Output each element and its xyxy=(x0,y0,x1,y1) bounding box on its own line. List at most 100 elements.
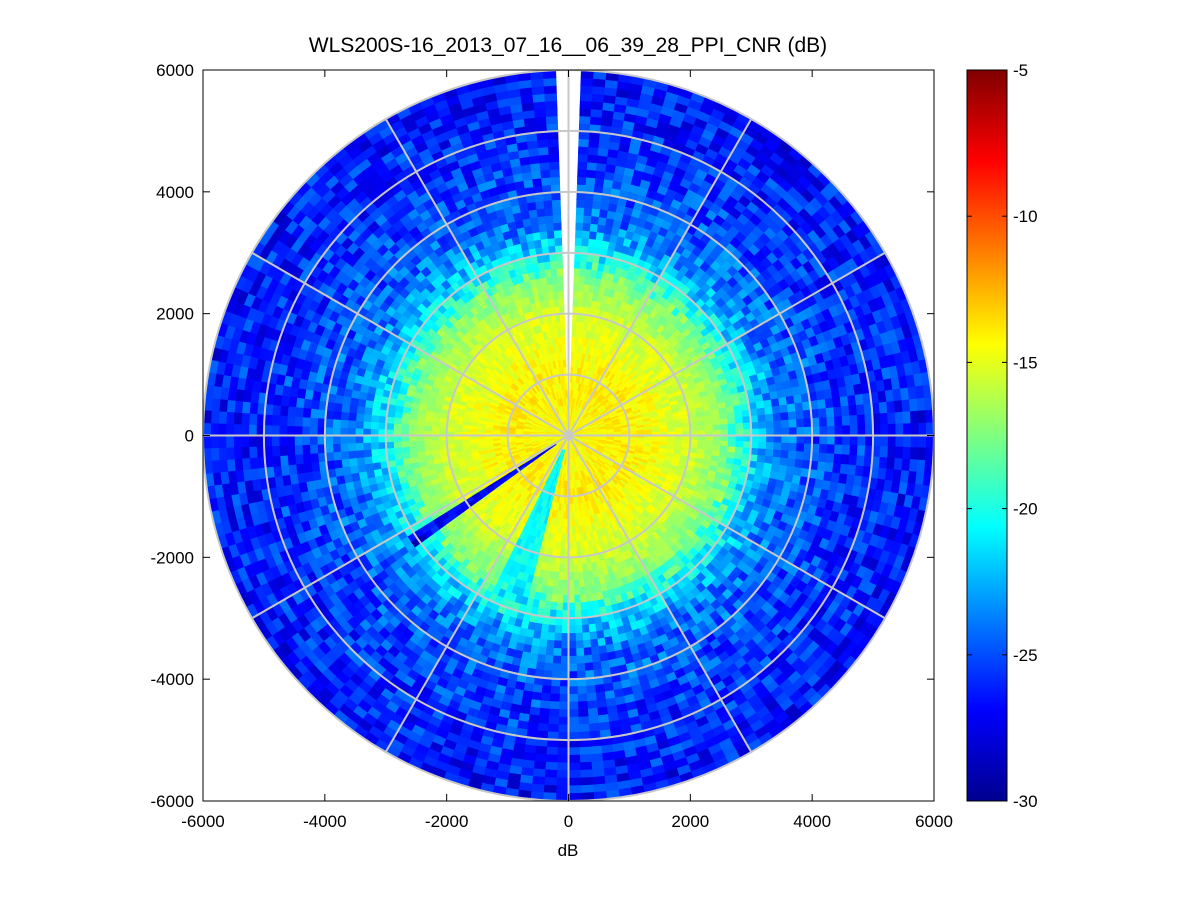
heatmap-cell xyxy=(848,404,858,417)
heatmap-cell xyxy=(880,435,889,448)
heatmap-cell xyxy=(543,776,557,786)
heatmap-cell xyxy=(559,686,569,695)
heatmap-cell xyxy=(571,533,577,543)
heatmap-cell xyxy=(818,417,828,428)
heatmap-cell xyxy=(591,207,601,218)
heatmap-cell xyxy=(893,457,904,471)
heatmap-cell xyxy=(909,447,919,461)
heatmap-cell xyxy=(568,701,579,710)
heatmap-cell xyxy=(572,571,579,581)
heatmap-cell xyxy=(786,458,797,468)
heatmap-cell xyxy=(785,395,796,406)
heatmap-cell xyxy=(819,426,828,436)
heatmap-cell xyxy=(573,275,581,284)
heatmap-cell xyxy=(849,444,859,457)
heatmap-cell xyxy=(880,423,889,436)
heatmap-cell xyxy=(592,85,606,96)
heatmap-cell xyxy=(834,425,843,436)
heatmap-cell xyxy=(568,716,579,726)
heatmap-cell xyxy=(796,418,805,428)
heatmap-cell xyxy=(548,708,560,718)
heatmap-cell xyxy=(773,435,783,444)
heatmap-cell xyxy=(551,663,561,672)
heatmap-cell xyxy=(568,769,581,779)
heatmap-cell xyxy=(581,632,591,641)
heatmap-cell xyxy=(574,625,583,634)
heatmap-cell xyxy=(526,721,539,732)
heatmap-cell xyxy=(674,427,683,433)
heatmap-cell xyxy=(726,411,736,420)
heatmap-cell xyxy=(556,769,569,779)
heatmap-cell xyxy=(589,745,603,755)
heatmap-cell xyxy=(555,785,569,794)
heatmap-cell xyxy=(530,783,545,793)
heatmap-cell xyxy=(588,623,597,633)
heatmap-cell xyxy=(895,423,904,436)
heatmap-cell xyxy=(586,161,598,171)
heatmap-cell xyxy=(556,587,564,596)
heatmap-cell xyxy=(901,458,911,472)
heatmap-cell xyxy=(780,442,790,452)
heatmap-cell xyxy=(832,396,842,408)
heatmap-cell xyxy=(804,435,813,445)
heatmap-cell xyxy=(578,138,590,148)
heatmap-cell xyxy=(586,169,597,179)
heatmap-cell xyxy=(697,425,706,432)
heatmap-cell xyxy=(579,92,593,102)
heatmap-cell xyxy=(590,753,604,763)
heatmap-cell xyxy=(832,463,842,475)
heatmap-cell xyxy=(916,397,926,412)
heatmap-cell xyxy=(555,777,569,787)
heatmap-cell xyxy=(531,775,545,786)
heatmap-cell xyxy=(556,762,569,771)
heatmap-cell xyxy=(585,601,594,611)
heatmap-cell xyxy=(788,435,798,444)
heatmap-cell xyxy=(848,454,858,467)
heatmap-cell xyxy=(579,761,593,771)
heatmap-cell xyxy=(571,526,576,535)
heatmap-cell xyxy=(594,683,605,694)
heatmap-cell xyxy=(594,177,605,188)
heatmap-cell xyxy=(788,419,798,429)
heatmap-cell xyxy=(575,655,585,665)
heatmap-cell xyxy=(766,435,775,444)
heatmap-cell xyxy=(804,426,813,436)
heatmap-cell xyxy=(712,419,721,426)
heatmap-cell xyxy=(712,440,722,447)
heatmap-cell xyxy=(780,419,790,429)
heatmap-cell xyxy=(598,139,611,150)
heatmap-cell xyxy=(590,646,600,656)
heatmap-cell xyxy=(887,412,897,425)
heatmap-cell xyxy=(765,448,774,458)
heatmap-cell xyxy=(842,425,851,436)
heatmap-cell xyxy=(533,760,547,771)
heatmap-cell xyxy=(659,428,668,433)
heatmap-cell xyxy=(598,652,609,663)
heatmap-cell xyxy=(818,452,828,463)
heatmap-cell xyxy=(572,290,579,300)
heatmap-cell xyxy=(568,686,578,695)
heatmap-cell xyxy=(591,768,605,778)
heatmap-cell xyxy=(571,541,577,550)
heatmap-cell xyxy=(588,722,600,733)
heatmap-cell xyxy=(585,685,596,695)
heatmap-cell xyxy=(795,410,805,420)
heatmap-cell xyxy=(720,423,729,431)
heatmap-cell xyxy=(573,267,581,277)
heatmap-cell xyxy=(589,223,599,233)
heatmap-cell xyxy=(577,716,590,726)
heatmap-cell xyxy=(584,593,593,603)
heatmap-cell xyxy=(773,442,782,451)
heatmap-cell xyxy=(582,639,592,649)
heatmap-cell xyxy=(559,663,569,672)
heatmap-cell xyxy=(573,260,582,269)
heatmap-cell xyxy=(781,427,790,436)
heatmap-cell xyxy=(910,435,920,449)
heatmap-cell xyxy=(766,427,775,436)
heatmap-cell xyxy=(575,632,584,642)
heatmap-cell xyxy=(590,108,604,118)
heatmap-cell xyxy=(854,465,865,478)
heatmap-cell xyxy=(540,692,551,702)
heatmap-cell xyxy=(538,638,548,648)
heatmap-cell xyxy=(589,638,599,648)
